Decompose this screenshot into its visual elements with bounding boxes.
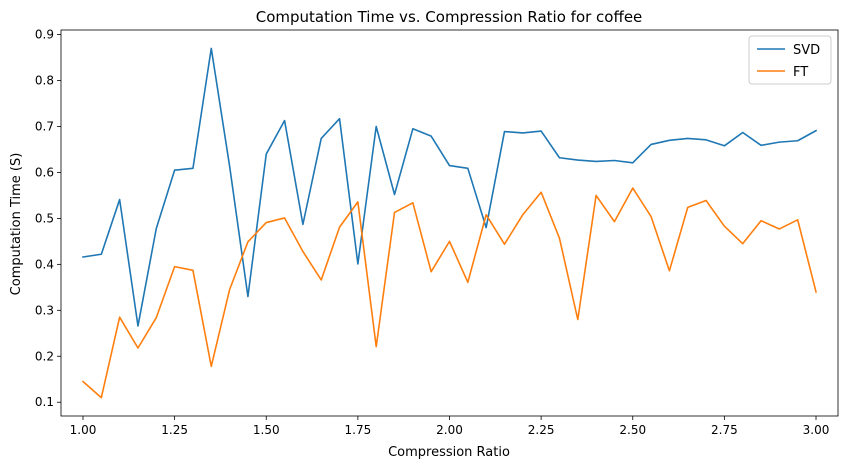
x-tick-label: 1.75 (345, 423, 372, 437)
y-tick-label: 0.2 (35, 349, 54, 363)
y-axis: 0.1 0.2 0.3 0.4 0.5 0.6 0.7 0.8 0.9 (35, 28, 61, 409)
y-tick-label: 0.5 (35, 211, 54, 225)
x-tick-label: 1.50 (253, 423, 280, 437)
x-tick-label: 2.75 (711, 423, 738, 437)
plot-frame (60, 29, 839, 417)
y-axis-label: Computation Time (S) (9, 153, 24, 296)
x-tick-label: 3.00 (803, 423, 830, 437)
y-tick-label: 0.9 (35, 28, 54, 42)
legend: SVD FT (748, 35, 832, 85)
x-tick-label: 2.25 (528, 423, 555, 437)
series-line-ft (81, 187, 817, 399)
x-tick-label: 2.00 (436, 423, 463, 437)
x-tick-label: 2.50 (619, 423, 646, 437)
y-tick-label: 0.1 (35, 395, 54, 409)
y-tick-label: 0.6 (35, 165, 54, 179)
legend-box (748, 35, 832, 85)
series-lines (81, 47, 818, 399)
y-tick-label: 0.4 (35, 257, 54, 271)
x-tick-label: 1.00 (70, 423, 97, 437)
y-tick-label: 0.8 (35, 74, 54, 88)
x-axis: 1.00 1.25 1.50 1.75 2.00 2.25 2.50 2.75 3.00 (70, 416, 830, 437)
x-tick-label: 1.25 (161, 423, 188, 437)
legend-label-svd: SVD (793, 43, 820, 58)
legend-label-ft: FT (793, 65, 808, 80)
x-axis-label: Compression Ratio (388, 445, 510, 460)
y-tick-label: 0.3 (35, 303, 54, 317)
series-line-svd (82, 47, 818, 327)
chart-title: Computation Time vs. Compression Ratio f… (256, 8, 643, 26)
y-tick-label: 0.7 (35, 120, 54, 134)
